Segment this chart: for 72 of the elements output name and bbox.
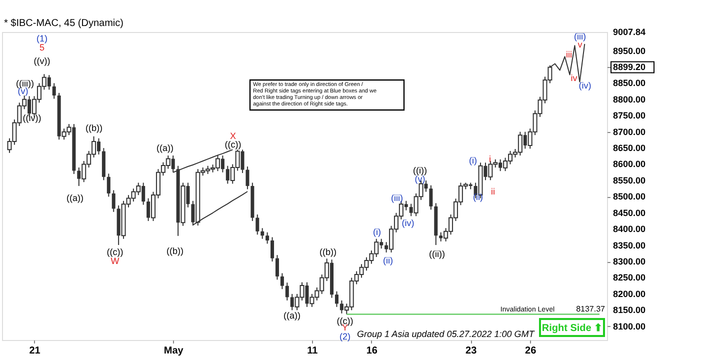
annotation: 8137.37 xyxy=(576,304,606,314)
y-tick-label: 8150.00 xyxy=(613,305,646,316)
annotation: Group 1 Asia updated 05.27.2022 1:00 GMT xyxy=(357,329,536,339)
candlestick xyxy=(275,254,279,280)
annotation: iv xyxy=(570,73,578,84)
annotation: iii xyxy=(566,50,572,60)
y-tick-label: 8800.00 xyxy=(613,94,646,104)
candlestick xyxy=(256,214,260,236)
y-tick-label: 8600.00 xyxy=(613,159,646,170)
annotation: ((c)) xyxy=(106,247,124,258)
y-tick-label: 8850.00 xyxy=(613,78,646,88)
y-tick-label: 8750.00 xyxy=(613,110,646,121)
annotation: (i) xyxy=(373,227,381,238)
annotation: (iv) xyxy=(402,218,414,228)
y-tick-label: 8400.00 xyxy=(613,224,646,234)
candlestick xyxy=(266,232,270,244)
annotation: ii xyxy=(491,186,495,196)
annotation: i xyxy=(489,154,491,164)
candlestick xyxy=(429,184,433,210)
annotation: v xyxy=(578,40,583,50)
annotation: ((ii)) xyxy=(429,248,445,259)
annotation: Right Side ⬆ xyxy=(542,323,602,334)
annotation: ((a)) xyxy=(284,310,300,321)
candlestick xyxy=(270,236,274,262)
x-tick-label: 23 xyxy=(466,346,478,356)
x-tick-label: May xyxy=(164,346,184,356)
annotation: (ii) xyxy=(383,255,393,266)
candlestick xyxy=(285,282,289,301)
y-tick-label: 8300.00 xyxy=(613,256,646,267)
candlestick xyxy=(334,290,338,308)
y-tick-label: 8200.00 xyxy=(613,288,646,299)
annotation: W xyxy=(110,256,120,266)
candlestick xyxy=(52,82,56,100)
y-tick-label: 8950.00 xyxy=(613,46,646,56)
candlestick xyxy=(260,228,264,240)
annotation: (ii) xyxy=(473,192,483,202)
annotation: (iii) xyxy=(574,32,586,42)
annotation: ((i)) xyxy=(413,166,427,176)
annotation: (iv) xyxy=(578,80,592,90)
y-tick-label: 8500.00 xyxy=(613,192,646,202)
candlestick xyxy=(280,272,284,290)
annotation: 5 xyxy=(39,42,45,52)
y-tick-label: 8450.00 xyxy=(613,208,646,218)
candlestick xyxy=(106,173,110,198)
x-tick-label: 11 xyxy=(307,346,318,356)
annotation: ((iv)) xyxy=(22,113,42,124)
candlestick xyxy=(246,166,250,190)
chart-title: * $IBC-MAC, 45 (Dynamic) xyxy=(4,18,124,29)
x-tick-label: 21 xyxy=(29,346,41,356)
y-tick-label: 8350.00 xyxy=(613,240,646,250)
y-tick-label: 8650.00 xyxy=(613,143,646,154)
y-tick-label: 8550.00 xyxy=(613,175,646,186)
y-tick-label: 9007.84 xyxy=(613,27,646,37)
y-tick-label: 8100.00 xyxy=(613,321,646,332)
annotation: ((b)) xyxy=(166,246,184,256)
annotation: ((c)) xyxy=(224,139,242,150)
annotation: (iii) xyxy=(391,192,403,203)
annotation: ((b)) xyxy=(320,247,336,258)
x-tick-label: 26 xyxy=(525,346,537,356)
annotation: ((a)) xyxy=(156,142,174,153)
y-tick-label: 8899.20 xyxy=(613,62,646,72)
annotation: ((b)) xyxy=(86,123,102,134)
annotation: (1) xyxy=(36,33,48,44)
annotation: (i) xyxy=(469,156,477,166)
y-tick-label: 8250.00 xyxy=(613,272,646,283)
y-tick-label: 8700.00 xyxy=(613,126,646,137)
x-tick-label: 16 xyxy=(366,346,378,356)
annotation: ((v)) xyxy=(34,56,50,66)
annotation: X xyxy=(230,131,236,142)
annotation: (2) xyxy=(340,331,350,342)
annotation: ((a)) xyxy=(66,192,84,203)
candlestick xyxy=(112,190,116,212)
